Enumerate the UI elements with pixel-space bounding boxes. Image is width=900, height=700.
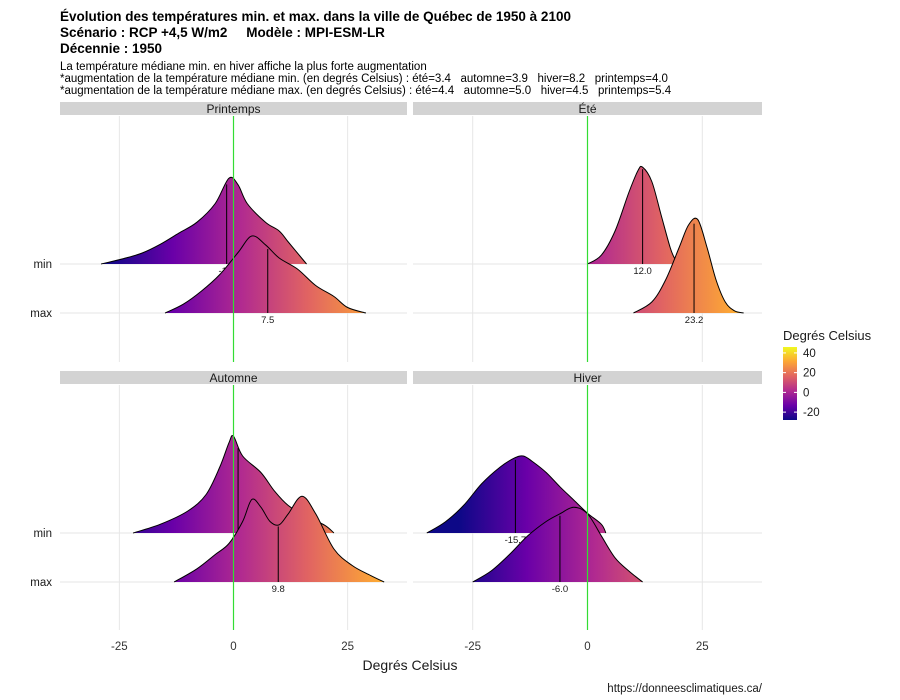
x-tick-label: -25 bbox=[464, 641, 481, 653]
legend-tick-label: 20 bbox=[803, 368, 816, 380]
facet-strip bbox=[60, 371, 407, 384]
color-legend: Degrés Celsius 40 20 0 -20 bbox=[783, 328, 872, 420]
ridge-min-outline bbox=[100, 176, 307, 265]
ridge-min-fill bbox=[101, 177, 307, 264]
facet-strip bbox=[413, 102, 762, 115]
facet-strip-label: Été bbox=[578, 101, 596, 116]
median-label-max: 9.8 bbox=[272, 584, 285, 595]
ridge-min-fill bbox=[587, 166, 680, 264]
median-label-max: 7.5 bbox=[261, 315, 274, 326]
subtitle-line-1: La température médiane min. en hiver aff… bbox=[60, 61, 427, 73]
ridge-min-outline bbox=[587, 165, 680, 265]
row-label-max: max bbox=[30, 577, 52, 589]
chart-title-scenario: Scénario : RCP +4,5 W/m2 Modèle : MPI-ES… bbox=[60, 25, 385, 40]
facet-strip-label: Printemps bbox=[206, 102, 260, 116]
median-label-max: -6.0 bbox=[552, 584, 568, 595]
panel-hiver: Hiver -15.7 -6.0 -25 0 25 bbox=[413, 371, 762, 653]
x-tick-label: 25 bbox=[341, 641, 354, 653]
median-label-min: 12.0 bbox=[633, 266, 652, 277]
facet-panels: Printemps-1.57.5minmaxÉté12.023.2Automne… bbox=[30, 101, 762, 653]
ridge-max-fill bbox=[174, 496, 385, 582]
x-tick-label: -25 bbox=[111, 641, 128, 653]
x-tick-label: 0 bbox=[230, 641, 236, 653]
facet-strip bbox=[413, 371, 762, 384]
ridge-max-outline bbox=[633, 217, 744, 314]
facet-strip-label: Hiver bbox=[573, 371, 601, 385]
legend-tick-label: 40 bbox=[803, 348, 816, 360]
ridge-max-fill bbox=[165, 235, 366, 313]
row-label-max: max bbox=[30, 308, 52, 320]
facet-strip bbox=[60, 102, 407, 115]
ridge-max-outline bbox=[173, 495, 385, 583]
ridge-max-outline bbox=[472, 506, 643, 583]
median-label-min: -15.7 bbox=[505, 535, 527, 546]
x-tick-label: 25 bbox=[696, 641, 709, 653]
row-label-min: min bbox=[33, 528, 52, 540]
median-label-max: 23.2 bbox=[685, 315, 704, 326]
legend-ticks: 40 20 0 -20 bbox=[783, 348, 820, 419]
subtitle-line-3: *augmentation de la température médiane … bbox=[60, 85, 672, 97]
panel-été: Été 12.0 23.2 bbox=[413, 101, 762, 362]
chart-title-decade: Décennie : 1950 bbox=[60, 41, 162, 56]
x-axis-title: Degrés Celsius bbox=[363, 657, 458, 673]
legend-tick-label: -20 bbox=[803, 407, 820, 419]
legend-tick-label: 0 bbox=[803, 387, 809, 399]
ridge-max-outline bbox=[164, 235, 367, 314]
legend-title: Degrés Celsius bbox=[783, 328, 872, 343]
ridge-max-fill bbox=[472, 507, 643, 582]
source-caption: https://donneesclimatiques.ca/ bbox=[607, 683, 763, 695]
chart-title: Évolution des températures min. et max. … bbox=[60, 9, 571, 24]
row-label-min: min bbox=[33, 259, 52, 271]
x-tick-label: 0 bbox=[584, 641, 590, 653]
legend-color-bar bbox=[783, 347, 797, 420]
facet-strip-label: Automne bbox=[209, 371, 257, 385]
subtitle-line-2: *augmentation de la température médiane … bbox=[60, 73, 668, 85]
